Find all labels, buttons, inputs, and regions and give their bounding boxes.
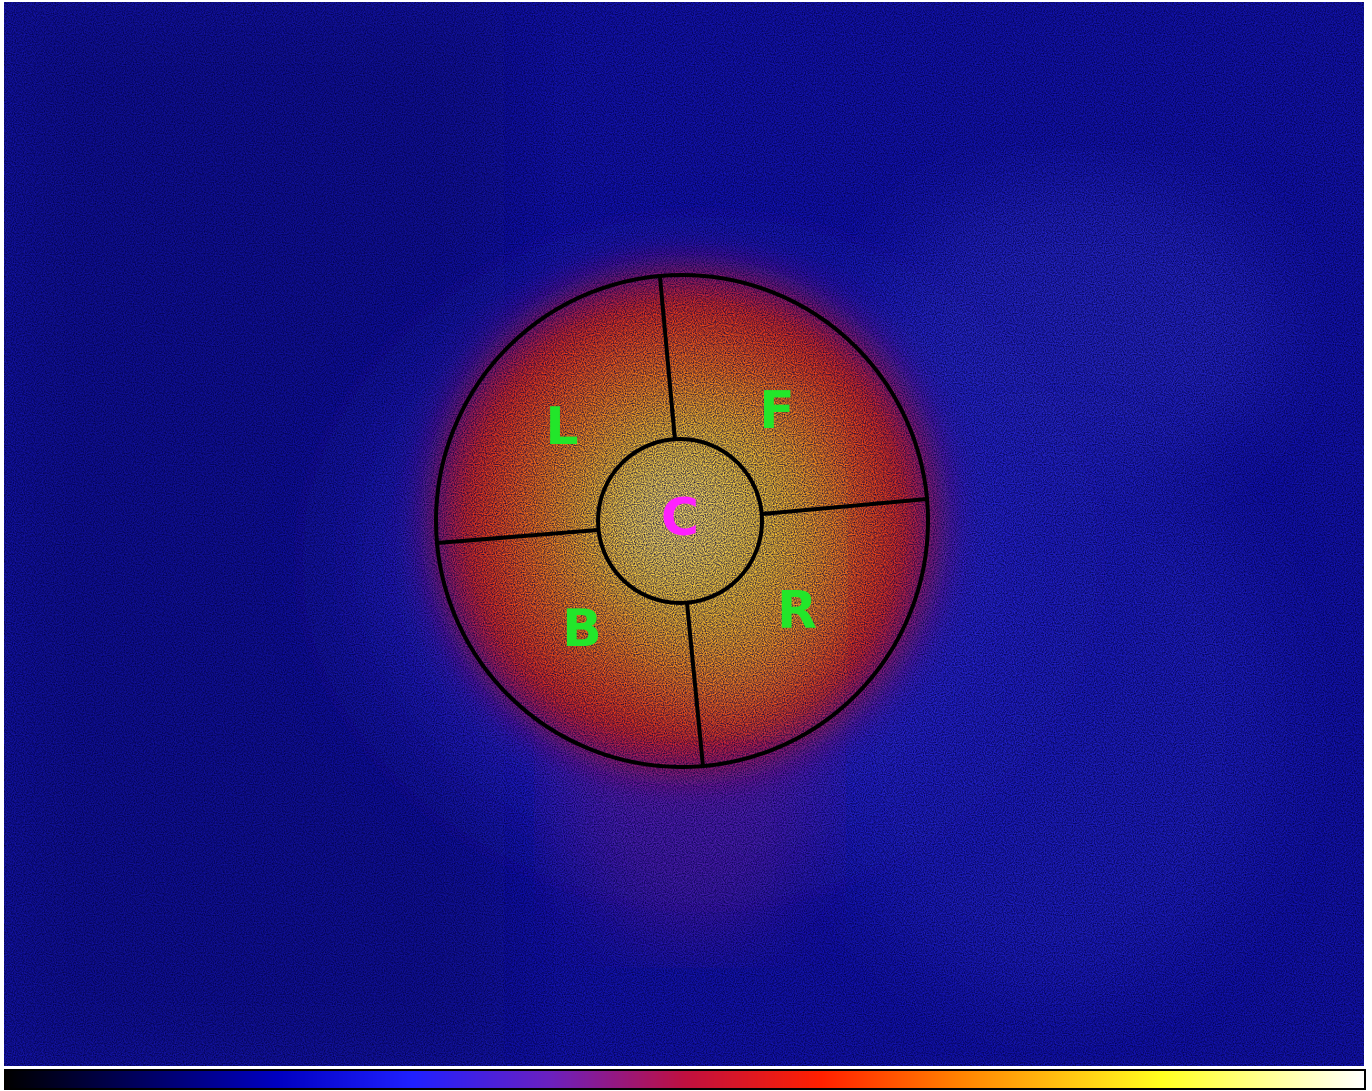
region-label: R <box>777 581 817 641</box>
divider <box>685 602 705 767</box>
image <box>4 2 1364 1066</box>
divider <box>436 528 599 545</box>
outer-region <box>434 273 930 769</box>
region-label: B <box>562 599 602 659</box>
region-outlines <box>434 273 930 769</box>
region-label: C <box>661 488 699 548</box>
region-label: L <box>545 397 578 457</box>
region-label: F <box>759 381 795 441</box>
inner-region <box>596 437 764 605</box>
divider <box>761 497 928 516</box>
colorbar <box>4 1069 1366 1090</box>
divider <box>658 276 677 441</box>
